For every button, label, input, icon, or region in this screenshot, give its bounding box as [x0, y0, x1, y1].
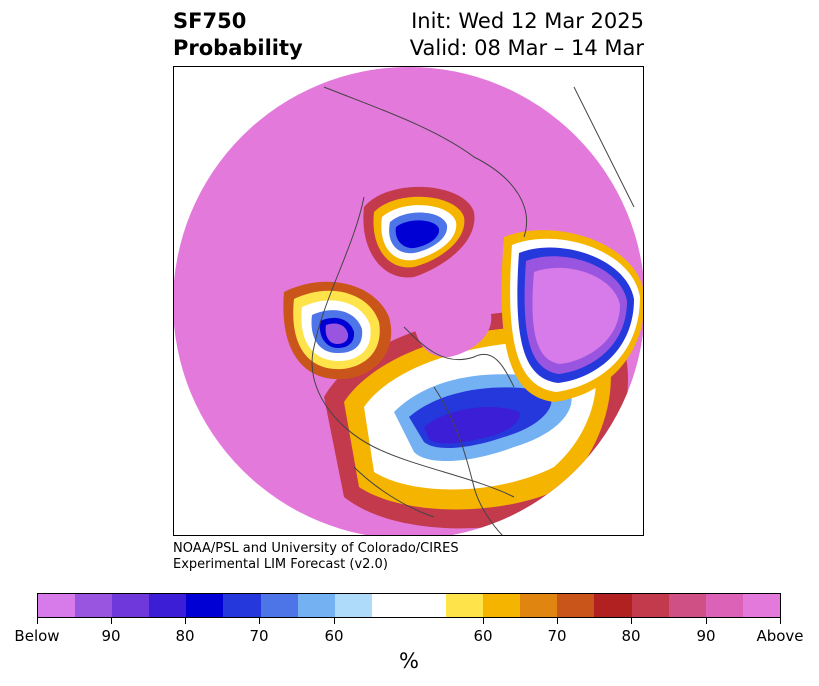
- colorbar-units: %: [399, 649, 419, 673]
- variable-label: SF750: [173, 9, 247, 33]
- colorbar-cell: [557, 594, 595, 617]
- colorbar-cell: [38, 594, 76, 617]
- valid-range: Valid: 08 Mar – 14 Mar: [409, 36, 644, 60]
- colorbar-tick-label: Above: [756, 627, 804, 645]
- product-label: Probability: [173, 36, 303, 60]
- colorbar-cell: [186, 594, 224, 617]
- colorbar-tick: [37, 618, 38, 624]
- colorbar-tick-label: 80: [621, 627, 641, 645]
- colorbar-cell: [594, 594, 632, 617]
- map-svg: [174, 67, 643, 535]
- colorbar-cell: [334, 594, 372, 617]
- colorbar-tick-label: 60: [473, 627, 493, 645]
- colorbar-cell: [520, 594, 558, 617]
- colorbar-tick: [111, 618, 112, 624]
- forecast-map: [173, 66, 644, 536]
- colorbar-tick: [185, 618, 186, 624]
- colorbar-cell: [631, 594, 669, 617]
- colorbar-tick-label: 60: [324, 627, 344, 645]
- colorbar-tick-label: 70: [249, 627, 269, 645]
- colorbar-cell: [260, 594, 298, 617]
- colorbar-tick: [631, 618, 632, 624]
- colorbar-cell: [112, 594, 150, 617]
- credit-line-2: Experimental LIM Forecast (v2.0): [173, 557, 388, 572]
- colorbar-tick: [483, 618, 484, 624]
- colorbar-cell: [742, 594, 780, 617]
- colorbar-cell: [705, 594, 743, 617]
- colorbar-cell: [371, 594, 447, 617]
- colorbar-cell: [223, 594, 261, 617]
- colorbar-cell: [297, 594, 335, 617]
- credit-line-1: NOAA/PSL and University of Colorado/CIRE…: [173, 541, 459, 556]
- colorbar-tick: [557, 618, 558, 624]
- colorbar-cell: [668, 594, 706, 617]
- colorbar-tick: [259, 618, 260, 624]
- colorbar-tick-label: 80: [175, 627, 195, 645]
- colorbar-cell: [149, 594, 187, 617]
- colorbar-tick-label: 70: [547, 627, 567, 645]
- coastlines: [311, 86, 635, 535]
- colorbar-cell: [483, 594, 521, 617]
- probability-field: [174, 67, 643, 535]
- credit-text: NOAA/PSL and University of Colorado/CIRE…: [173, 541, 459, 573]
- date-info: Init: Wed 12 Mar 2025 Valid: 08 Mar – 14…: [410, 8, 644, 62]
- colorbar-tick-label: Below: [14, 627, 60, 645]
- colorbar-cell: [75, 594, 113, 617]
- colorbar: [37, 593, 781, 618]
- colorbar-tick: [706, 618, 707, 624]
- colorbar-tick-label: 90: [101, 627, 121, 645]
- colorbar-tick: [780, 618, 781, 624]
- colorbar-tick-label: 90: [696, 627, 716, 645]
- map-title: SF750 Probability: [173, 8, 303, 62]
- colorbar-tick: [334, 618, 335, 624]
- colorbar-cell: [446, 594, 484, 617]
- init-date: Init: Wed 12 Mar 2025: [411, 9, 644, 33]
